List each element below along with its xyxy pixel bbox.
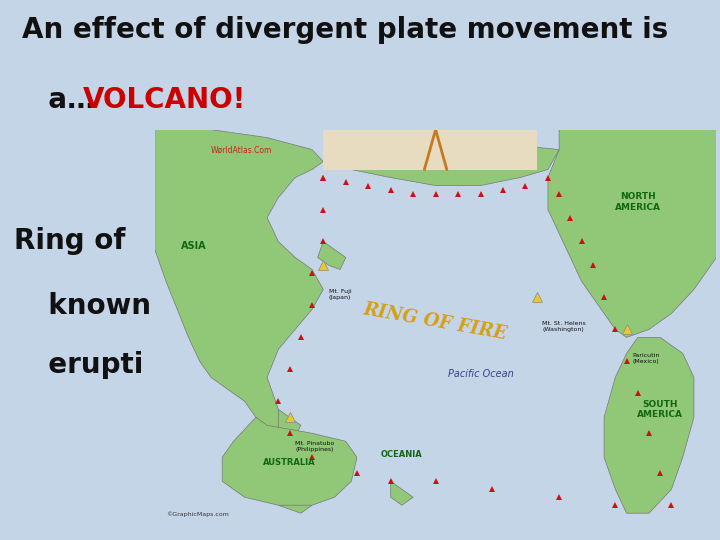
Text: Mt. Pinatubo
(Philippines): Mt. Pinatubo (Philippines): [295, 441, 335, 452]
Polygon shape: [155, 130, 323, 449]
Text: An effect of divergent plate movement is: An effect of divergent plate movement is: [22, 16, 668, 44]
Text: Pacific Ocean: Pacific Ocean: [448, 369, 513, 380]
Text: Ring of: Ring of: [14, 227, 126, 255]
Text: known: known: [29, 292, 150, 320]
Text: NORTH
AMERICA: NORTH AMERICA: [615, 192, 661, 212]
Text: erupti: erupti: [29, 351, 143, 379]
Polygon shape: [391, 481, 413, 505]
Polygon shape: [267, 465, 295, 489]
Text: SOUTH
AMERICA: SOUTH AMERICA: [637, 400, 683, 420]
Polygon shape: [604, 338, 694, 513]
Text: ©GraphicMaps.com: ©GraphicMaps.com: [166, 511, 229, 517]
Text: OCEANIA: OCEANIA: [381, 450, 423, 460]
Polygon shape: [222, 417, 357, 505]
Text: Mt. St. Helens
(Washington): Mt. St. Helens (Washington): [542, 321, 586, 332]
FancyBboxPatch shape: [323, 130, 536, 170]
Polygon shape: [548, 130, 716, 338]
Text: VOLCANO!: VOLCANO!: [83, 86, 246, 114]
Polygon shape: [323, 146, 559, 186]
Text: RING OF FIRE: RING OF FIRE: [362, 300, 509, 343]
Text: AUSTRALIA: AUSTRALIA: [264, 458, 316, 467]
Polygon shape: [279, 489, 312, 513]
Text: a…: a…: [29, 86, 94, 114]
Text: Mt. Fuji
(Japan): Mt. Fuji (Japan): [329, 289, 351, 300]
Text: WørldAtlas.Com: WørldAtlas.Com: [211, 146, 272, 154]
Text: ASIA: ASIA: [181, 241, 207, 252]
Polygon shape: [318, 241, 346, 269]
Text: Paricutin
(Mexico): Paricutin (Mexico): [632, 353, 660, 364]
Polygon shape: [279, 409, 301, 437]
Polygon shape: [256, 441, 279, 465]
